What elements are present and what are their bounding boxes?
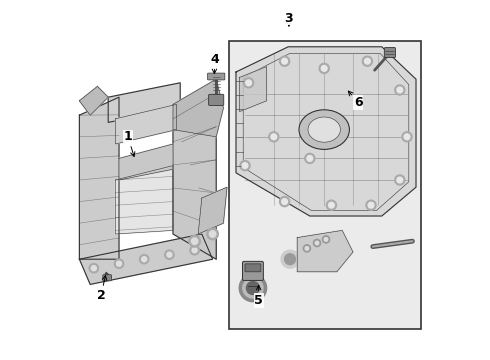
Circle shape (167, 252, 172, 257)
Text: 2: 2 (97, 275, 107, 302)
Circle shape (282, 199, 288, 204)
Circle shape (395, 85, 405, 95)
Circle shape (280, 197, 290, 207)
Polygon shape (198, 187, 227, 234)
Circle shape (89, 264, 98, 273)
Circle shape (117, 261, 122, 266)
Text: 6: 6 (348, 91, 363, 109)
Text: 5: 5 (254, 285, 263, 307)
Circle shape (305, 247, 309, 250)
Polygon shape (116, 104, 176, 144)
Circle shape (324, 238, 328, 241)
Polygon shape (116, 166, 173, 234)
Polygon shape (236, 47, 416, 216)
Circle shape (189, 235, 200, 247)
Circle shape (404, 134, 410, 140)
Circle shape (91, 266, 97, 271)
FancyBboxPatch shape (103, 275, 111, 281)
FancyBboxPatch shape (243, 261, 263, 280)
Circle shape (114, 259, 123, 269)
Polygon shape (108, 83, 180, 122)
Circle shape (303, 245, 311, 252)
Circle shape (271, 134, 277, 140)
Circle shape (321, 66, 327, 71)
Circle shape (245, 80, 251, 86)
Circle shape (192, 238, 198, 244)
Circle shape (305, 153, 315, 163)
Circle shape (140, 255, 149, 264)
Circle shape (307, 156, 313, 161)
Circle shape (239, 274, 267, 302)
Circle shape (395, 175, 405, 185)
Circle shape (142, 257, 147, 262)
Circle shape (402, 132, 412, 142)
Circle shape (328, 202, 334, 208)
Circle shape (242, 163, 248, 168)
Circle shape (314, 239, 320, 247)
Polygon shape (297, 230, 353, 272)
Circle shape (207, 228, 219, 240)
Circle shape (319, 63, 329, 73)
FancyBboxPatch shape (245, 264, 261, 272)
Polygon shape (119, 144, 173, 180)
Polygon shape (79, 86, 108, 115)
Circle shape (244, 78, 254, 88)
Circle shape (363, 56, 372, 66)
Ellipse shape (299, 110, 349, 149)
Text: 4: 4 (210, 53, 219, 73)
Circle shape (366, 200, 376, 210)
Circle shape (209, 231, 216, 237)
Circle shape (243, 278, 263, 298)
Circle shape (285, 254, 295, 265)
Circle shape (246, 282, 259, 294)
Polygon shape (79, 97, 119, 259)
Circle shape (326, 200, 337, 210)
Circle shape (368, 202, 374, 208)
Circle shape (165, 250, 174, 259)
Circle shape (192, 248, 197, 253)
Polygon shape (240, 67, 267, 112)
Circle shape (315, 241, 319, 245)
Polygon shape (79, 234, 213, 284)
Circle shape (281, 250, 299, 268)
Text: 3: 3 (285, 12, 293, 26)
Text: 1: 1 (123, 130, 135, 157)
Circle shape (365, 58, 370, 64)
Circle shape (190, 246, 199, 255)
Ellipse shape (308, 117, 341, 142)
FancyBboxPatch shape (384, 48, 395, 58)
Circle shape (397, 177, 403, 183)
Circle shape (280, 56, 290, 66)
Circle shape (397, 87, 403, 93)
Circle shape (282, 58, 288, 64)
Circle shape (322, 236, 330, 243)
Circle shape (269, 132, 279, 142)
Polygon shape (173, 79, 223, 137)
Polygon shape (173, 94, 216, 259)
Bar (229, 41, 421, 329)
Circle shape (240, 161, 250, 171)
FancyBboxPatch shape (209, 94, 224, 105)
FancyBboxPatch shape (208, 73, 225, 80)
